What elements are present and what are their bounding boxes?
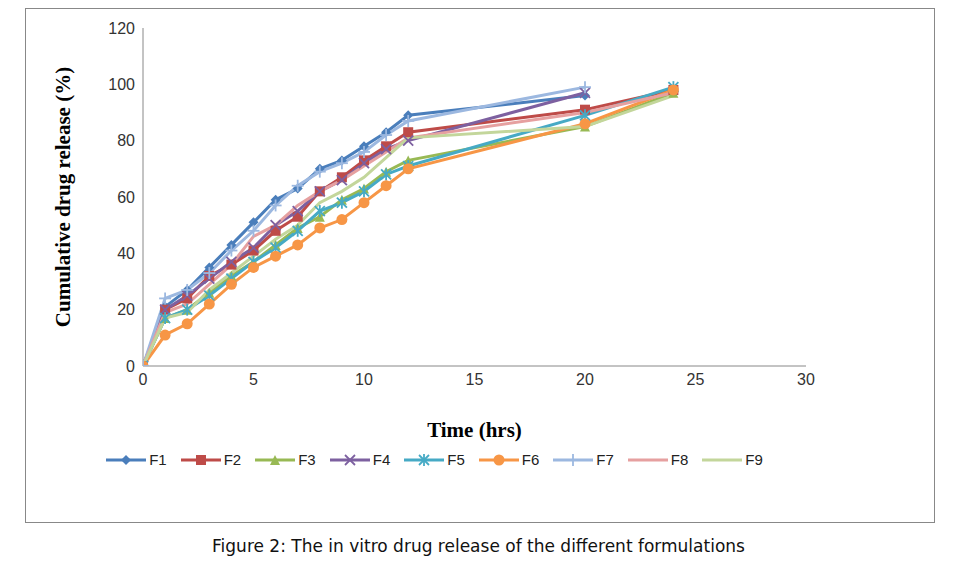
html-text:F2: F2 — [223, 451, 242, 468]
svg-text:10: 10 — [355, 371, 373, 388]
svg-text:Cumulative drug release (%): Cumulative drug release (%) — [51, 67, 75, 327]
svg-text:20: 20 — [576, 371, 594, 388]
html-text:F9: F9 — [745, 451, 763, 468]
svg-text:0: 0 — [139, 371, 148, 388]
svg-text:120: 120 — [108, 20, 135, 37]
html-text:F7: F7 — [596, 451, 614, 468]
svg-text:15: 15 — [466, 371, 484, 388]
svg-text:100: 100 — [108, 76, 135, 93]
html-text:F1: F1 — [149, 451, 167, 468]
svg-text:60: 60 — [117, 189, 135, 206]
html-text:F6: F6 — [521, 451, 540, 468]
svg-text:40: 40 — [117, 245, 135, 262]
svg-text:5: 5 — [249, 371, 258, 388]
svg-text:0: 0 — [126, 358, 135, 375]
html-text:Figure 2: The in vitro drug re: Figure 2: The in vitro drug release of t… — [212, 536, 745, 556]
html-text:F4: F4 — [372, 451, 391, 468]
html-text:F3: F3 — [298, 451, 316, 468]
html-text:F8: F8 — [670, 451, 689, 468]
html-text:F5: F5 — [447, 451, 465, 468]
svg-text:20: 20 — [117, 301, 135, 318]
svg-text:30: 30 — [797, 371, 815, 388]
svg-text:80: 80 — [117, 132, 135, 149]
svg-text:25: 25 — [687, 371, 705, 388]
svg-text:Time (hrs): Time (hrs) — [427, 418, 522, 442]
